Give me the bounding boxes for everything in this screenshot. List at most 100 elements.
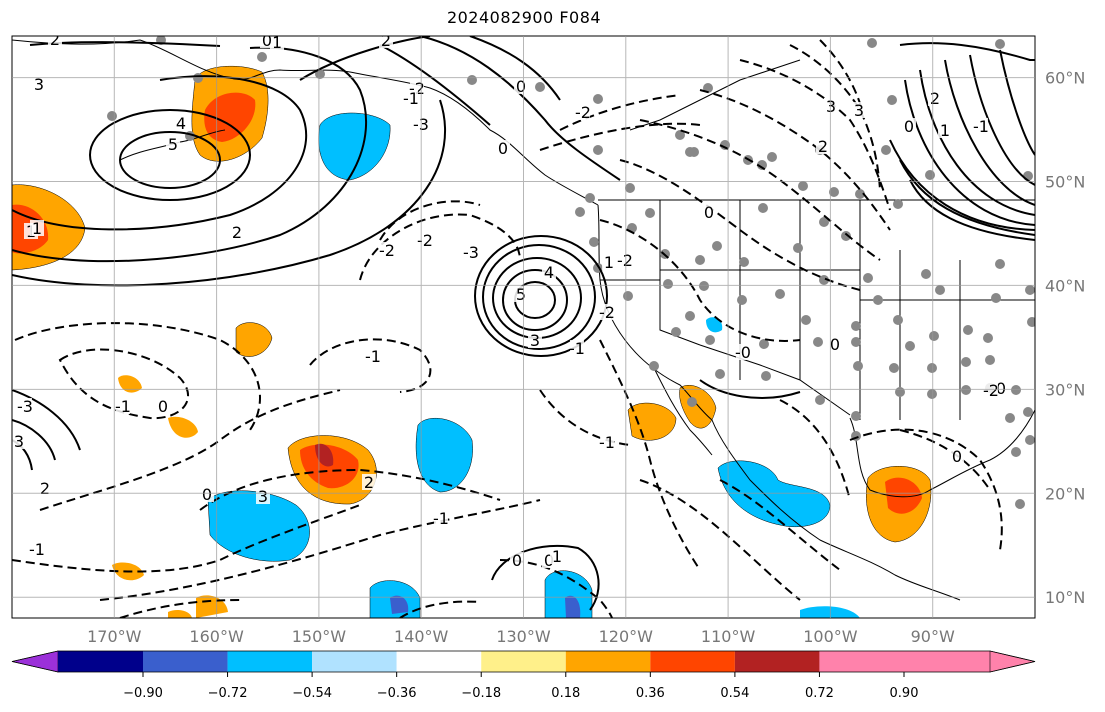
contour-label: 5 (516, 285, 526, 304)
contour-label: 0 (952, 447, 962, 466)
colorbar-segment (227, 651, 313, 672)
contour-label-bg (366, 348, 380, 364)
contour-label: -2 (575, 103, 591, 122)
colorbar-tick-label: 0.18 (551, 686, 580, 701)
lon-label: 90°W (911, 627, 955, 646)
contour-label-bg (736, 344, 750, 360)
contour-label: 2 (818, 137, 828, 156)
lon-label: 100°W (803, 627, 858, 646)
contour-label: -1 (403, 89, 419, 108)
contour-label: 0 (544, 551, 554, 570)
colorbar-tick-label: −0.90 (123, 686, 163, 701)
colorbar-segment (904, 651, 990, 672)
contour-label: -1 (29, 540, 45, 559)
contour-label-bg (116, 398, 130, 414)
contour-label-bg (514, 286, 528, 302)
contour-label-bg (434, 510, 448, 526)
lat-label: 10°N (1045, 588, 1085, 607)
gridlines (12, 36, 1035, 618)
colorbar-segment (396, 651, 482, 672)
contour-label-bg (362, 474, 376, 490)
contour-label-bg (510, 552, 524, 568)
contour-label: -2 (599, 303, 615, 322)
colorbar-arrow-low (11, 650, 59, 673)
colorbar-tick-label: 0.36 (636, 686, 665, 701)
contour-label: 1 (940, 121, 950, 140)
contour-label-bg (256, 488, 270, 504)
lon-label: 130°W (496, 627, 551, 646)
contour-label: 2 (40, 479, 50, 498)
lon-label: 150°W (292, 627, 347, 646)
contour-label-bg (32, 76, 46, 92)
contour-labels: 2134520-2-1021-3-2032301-2-2453-3-1-2-1-… (12, 30, 1008, 570)
contour-label-bg (600, 304, 614, 320)
contour-label: -3 (17, 397, 33, 416)
contour-label-bg (514, 78, 528, 94)
colorbar-segment (565, 651, 651, 672)
contour-label: 0 (996, 379, 1006, 398)
contour-label-bg (618, 252, 632, 268)
contour-label-bg (602, 254, 616, 270)
lat-label: 50°N (1045, 173, 1085, 192)
contour-label: -3 (463, 243, 479, 262)
contour-label: 3 (826, 97, 836, 116)
contour-label-bg (852, 102, 866, 118)
contour-label-bg (380, 242, 394, 258)
contour-label-bg (174, 115, 188, 131)
contour-label-bg (950, 448, 964, 464)
colorbar-tick-label: 0.90 (890, 686, 919, 701)
colorbar-tick-label: 0.72 (805, 686, 834, 701)
colorbar-segment (819, 651, 904, 672)
contour-label: -2 (983, 381, 999, 400)
contour-label-bg (576, 104, 590, 120)
contour-label: 0 (202, 485, 212, 504)
contour-label-bg (824, 98, 838, 114)
contour-label: 0 (516, 77, 526, 96)
contour-label-bg (702, 204, 716, 220)
contour-label-bg (528, 332, 542, 348)
contour-label: 5 (168, 135, 178, 154)
contour-label: 0 (262, 31, 272, 50)
contour-label: 3 (530, 331, 540, 350)
contour-label: 0 (830, 335, 840, 354)
contour-label-bg (902, 118, 916, 134)
contour-label-bg (18, 398, 32, 414)
colorbar: −0.90 −0.72 −0.54 −0.36 −0.18 0.18 0.36 0.54 0.7… (11, 650, 1036, 701)
colorbar-tick-label: 0.54 (720, 686, 749, 701)
contour-label: -1 (599, 433, 615, 452)
contour-label-bg (464, 244, 478, 260)
contour-label-bg (166, 136, 180, 152)
colorbar-tick-label: −0.18 (461, 686, 501, 701)
contour-label-bg (379, 36, 393, 48)
contour-label-bg (30, 220, 44, 236)
lat-label: 20°N (1045, 484, 1085, 503)
contour-label-bg (984, 382, 998, 398)
lon-label: 170°W (87, 627, 142, 646)
contour-label-bg (816, 138, 830, 154)
lon-label: 140°W (394, 627, 449, 646)
contour-label-bg (542, 264, 556, 280)
colorbar-segment (58, 651, 143, 672)
contour-label: 2 (50, 30, 60, 49)
contour-label-bg (30, 541, 44, 557)
contour-label: 2 (364, 473, 374, 492)
contour-label: 0 (158, 397, 168, 416)
longitude-labels: 170°W 160°W 150°W 140°W 130°W 120°W 110°W 100°W… (87, 627, 955, 646)
contour-label: 0 (904, 117, 914, 136)
colorbar-segment (650, 651, 735, 672)
contour-label: -1 (115, 397, 131, 416)
contour-label: 2 (930, 89, 940, 108)
contour-label: -2 (379, 241, 395, 260)
contour-label: 4 (176, 114, 186, 133)
contour-label: -0 (735, 343, 751, 362)
colorbar-segment (143, 651, 228, 672)
colorbar-arrow-high (989, 650, 1036, 673)
contour-label-bg (550, 548, 564, 564)
contour-label: -1 (569, 339, 585, 358)
colorbar-tick-label: −0.72 (208, 686, 248, 701)
contour-label: 2 (381, 31, 391, 50)
contour-label-bg (600, 434, 614, 450)
contour-label: 1 (32, 219, 42, 238)
dashed-contours (12, 39, 1003, 618)
